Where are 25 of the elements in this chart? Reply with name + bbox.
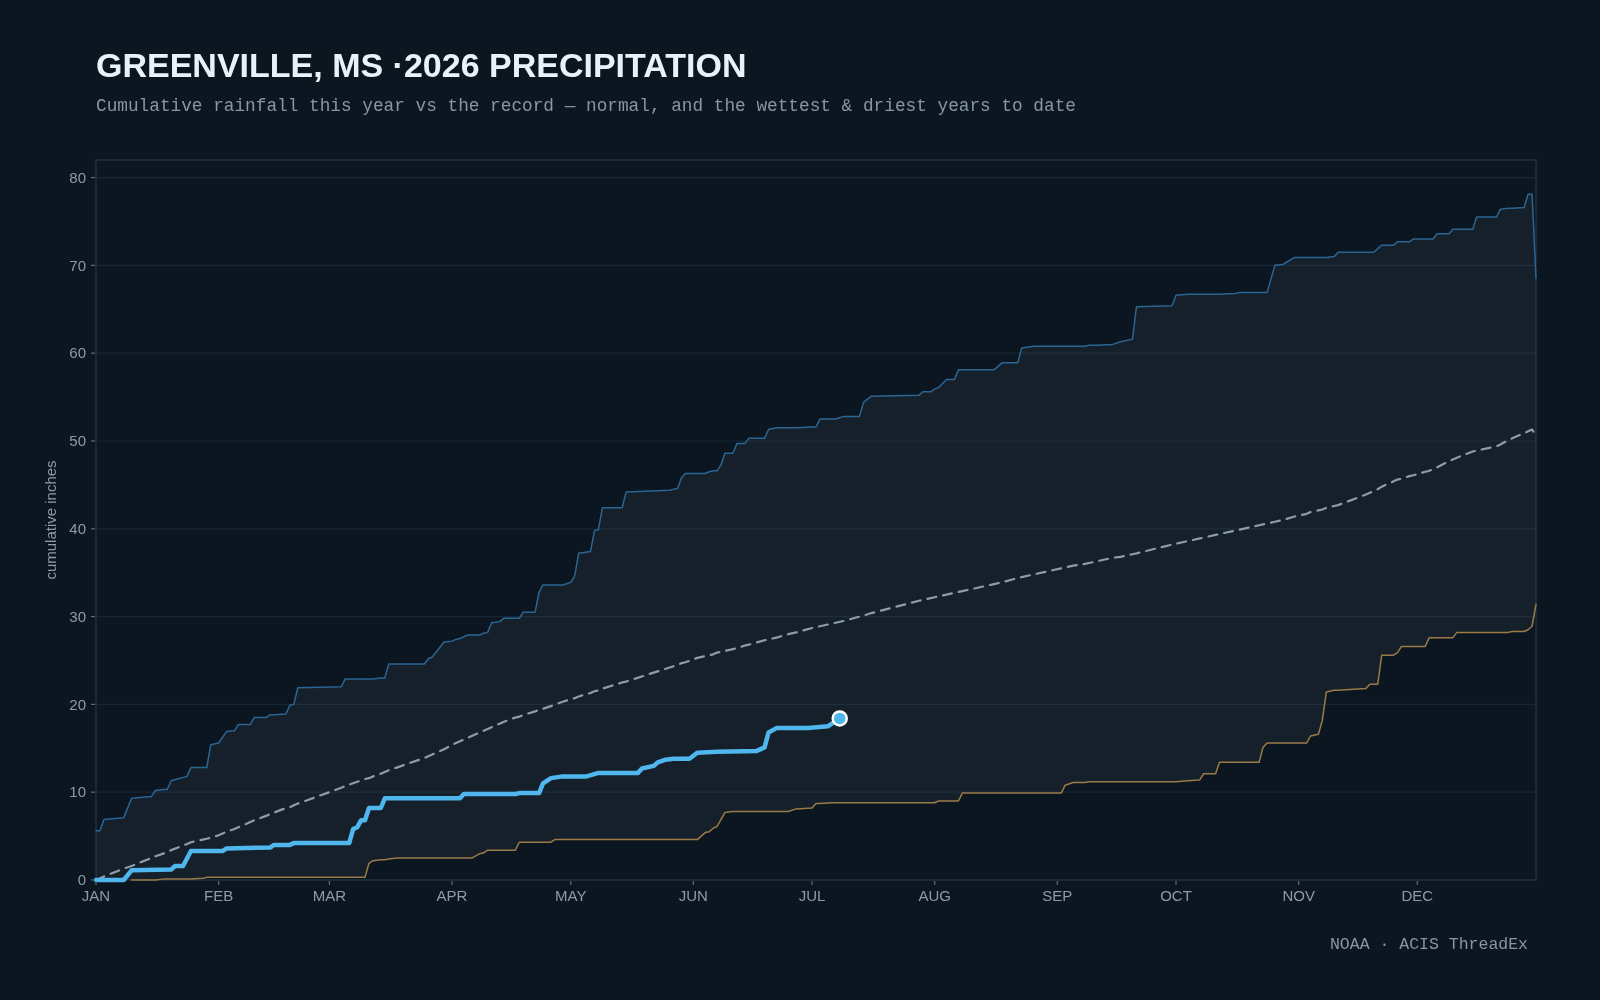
y-tick-label: 40 — [69, 520, 86, 538]
y-tick-label: 70 — [69, 256, 86, 274]
x-tick-label: JAN — [81, 887, 111, 904]
text: NOAA · ACIS ThreadEx — [1329, 935, 1529, 954]
x-tick-label: OCT — [1160, 887, 1192, 904]
y-axis-title: cumulative inches — [42, 460, 59, 580]
x-tick-label: FEB — [204, 887, 234, 904]
x-tick-label: MAR — [312, 887, 347, 904]
x-tick-label: JUL — [798, 887, 826, 904]
x-tick-label: NOV — [1282, 887, 1315, 904]
chart-title: GREENVILLE, MS ·2026 PRECIPITATION — [96, 46, 747, 84]
y-tick-label: 10 — [69, 783, 86, 801]
x-tick-label: MAY — [555, 887, 587, 904]
chart-subtitle: Cumulative rainfall this year vs the record — normal, and the wettest & driest years to date — [96, 96, 1076, 116]
y-tick-label: 30 — [69, 607, 86, 625]
y-tick-label: 50 — [69, 432, 86, 450]
y-tick-label: 80 — [69, 168, 86, 186]
x-tick-label: AUG — [918, 887, 951, 904]
x-tick-label: SEP — [1042, 887, 1073, 904]
x-tick-label: APR — [436, 887, 468, 904]
x-tick-label: JUN — [678, 887, 708, 904]
y-tick-label: 20 — [69, 695, 86, 713]
y-tick-label: 0 — [77, 871, 86, 889]
x-tick-label: DEC — [1401, 887, 1434, 904]
y-tick-label: 60 — [69, 344, 86, 362]
